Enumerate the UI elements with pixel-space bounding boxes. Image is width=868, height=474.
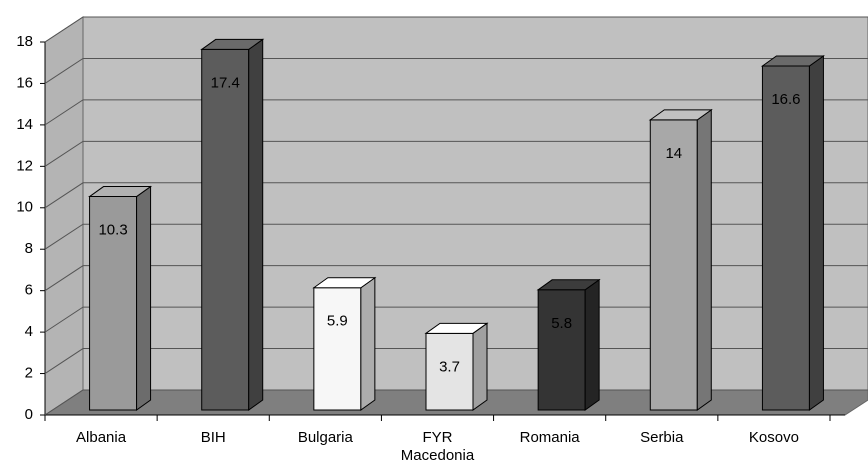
y-tick-label: 4 (25, 323, 33, 340)
x-tick-label: Romania (519, 429, 580, 446)
bar-top (312, 277, 377, 289)
bar (312, 276, 377, 411)
value-label: 16.6 (771, 91, 800, 108)
grid-line (44, 57, 868, 84)
bar (200, 38, 265, 411)
x-tick-label: FYR Macedonia (400, 429, 475, 464)
bar-side (248, 38, 264, 411)
bar-front (201, 48, 250, 411)
grid-line (44, 306, 868, 333)
bar-top (648, 109, 713, 121)
y-tick-label: 10 (16, 199, 33, 216)
bar-top (760, 55, 825, 67)
value-label: 17.4 (211, 74, 240, 91)
bar-side (472, 322, 488, 411)
bar-top (424, 322, 489, 334)
grid-line (44, 182, 868, 209)
value-label: 3.7 (439, 358, 460, 375)
y-tick-label: 16 (16, 74, 33, 91)
bar-front (313, 287, 362, 411)
bar-top (536, 279, 601, 291)
y-tick-label: 8 (25, 240, 33, 257)
bar-top (88, 186, 153, 198)
bar-front (649, 119, 698, 411)
bar-side (136, 185, 152, 411)
bar (536, 278, 601, 411)
bar-front (761, 65, 810, 411)
y-tick-label: 18 (16, 33, 33, 50)
x-tick-label: Serbia (640, 429, 684, 446)
value-label: 5.8 (551, 315, 572, 332)
y-tick-label: 0 (25, 406, 33, 423)
grid-line (44, 99, 868, 126)
bar (760, 55, 825, 411)
bar (88, 185, 153, 411)
bar-side (360, 276, 376, 411)
grid-line (44, 16, 868, 43)
value-label: 10.3 (98, 222, 127, 239)
grid-line (44, 348, 868, 374)
grid-line (44, 265, 868, 292)
x-tick-label: Albania (76, 429, 127, 446)
bar (424, 322, 489, 411)
grid-line (44, 223, 868, 250)
bar-side (808, 55, 824, 411)
value-label: 14 (665, 145, 682, 162)
bar-front (537, 289, 586, 411)
grid-line (44, 389, 868, 416)
bar-top (200, 38, 265, 50)
bar-side (584, 278, 600, 411)
grid-line (44, 140, 868, 167)
x-tick-label: Kosovo (748, 429, 799, 446)
x-tick-label: Bulgaria (297, 429, 353, 446)
side-wall (44, 16, 84, 416)
bar-side (696, 108, 712, 411)
value-label: 5.9 (327, 313, 348, 330)
y-tick-label: 6 (25, 282, 33, 299)
bar (648, 108, 713, 411)
y-tick-label: 2 (25, 365, 33, 382)
y-tick-label: 14 (16, 116, 33, 133)
x-tick-label: BIH (200, 429, 226, 446)
y-tick-label: 12 (16, 157, 33, 174)
